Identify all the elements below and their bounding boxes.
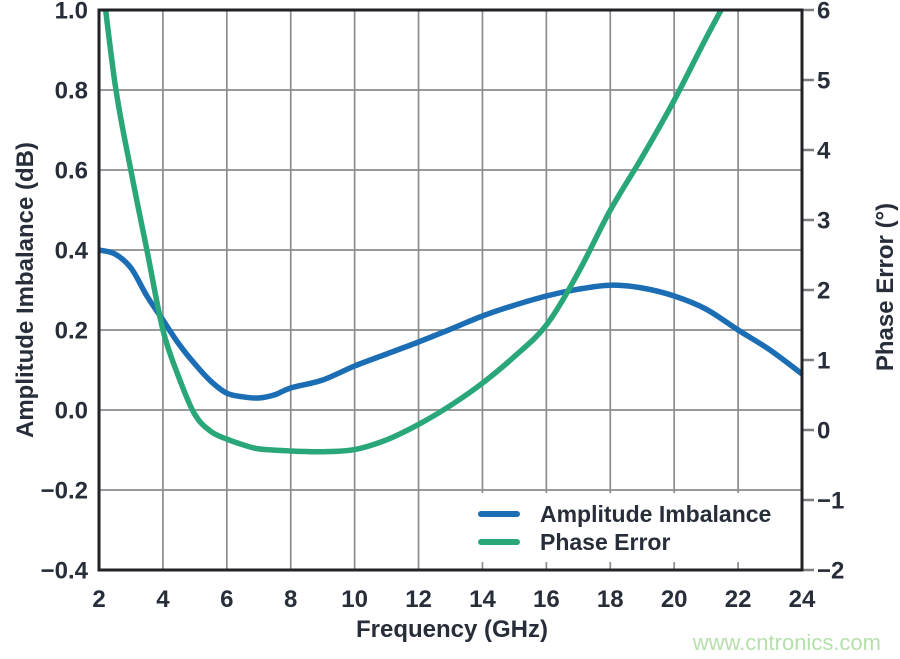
x-tick-label-22: 22 (725, 586, 752, 613)
y-axis-title-left: Amplitude Imbalance (dB) (12, 141, 39, 439)
left-tick-label-0.2: 0.2 (55, 318, 88, 345)
x-tick-label-6: 6 (220, 586, 233, 613)
legend-item-amplitude: Amplitude Imbalance (430, 500, 800, 528)
amplitude-line-swatch (478, 511, 520, 517)
left-tick-label-0.4: 0.4 (55, 238, 89, 265)
right-tick-label-0: 0 (817, 418, 830, 445)
right-tick-label-5: 5 (817, 68, 830, 95)
x-tick-label-10: 10 (341, 586, 368, 613)
x-tick-label-2: 2 (92, 586, 105, 613)
left-tick-label--0.4: −0.4 (41, 558, 89, 585)
x-tick-label-24: 24 (789, 586, 816, 613)
x-tick-label-18: 18 (597, 586, 624, 613)
left-tick-label--0.2: −0.2 (41, 478, 88, 505)
right-tick-label-1: 1 (817, 348, 830, 375)
left-tick-label-0: 0.0 (55, 398, 88, 425)
phase-line-swatch (478, 539, 520, 545)
right-tick-label-3: 3 (817, 208, 830, 235)
phase-error-curve (102, 10, 725, 455)
legend-item-phase: Phase Error (430, 528, 800, 556)
x-tick-label-8: 8 (284, 586, 297, 613)
x-tick-label-14: 14 (469, 586, 496, 613)
right-tick-label-4: 4 (817, 138, 831, 165)
x-tick-label-20: 20 (661, 586, 688, 613)
left-tick-label-0.6: 0.6 (55, 158, 88, 185)
x-tick-label-4: 4 (156, 586, 170, 613)
left-tick-label-1: 1.0 (55, 0, 88, 25)
legend-label-amplitude: Amplitude Imbalance (540, 500, 772, 527)
right-tick-label-2: 2 (817, 278, 830, 305)
right-tick-label--2: −2 (817, 558, 844, 585)
watermark-text: www.cntronics.com (692, 630, 881, 655)
plot-frame (97, 8, 804, 572)
amplitude-imbalance-curve (99, 247, 802, 401)
right-tick-label-6: 6 (817, 0, 830, 25)
legend-label-phase: Phase Error (540, 528, 671, 555)
right-tick-label--1: −1 (817, 488, 844, 515)
left-tick-label-0.8: 0.8 (55, 78, 88, 105)
x-tick-label-12: 12 (405, 586, 432, 613)
chart-legend: Amplitude Imbalance Phase Error (430, 493, 800, 562)
x-axis-title: Frequency (GHz) (355, 616, 549, 643)
x-tick-label-16: 16 (533, 586, 560, 613)
y-axis-title-right: Phase Error (°) (872, 202, 899, 372)
